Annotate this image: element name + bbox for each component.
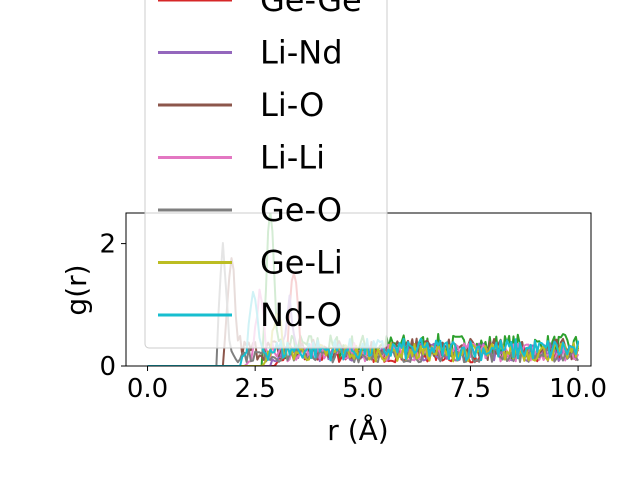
y-axis: 02 [99, 230, 126, 382]
x-axis-label: r (Å) [327, 413, 388, 447]
legend-label: Ge-Li [260, 244, 343, 282]
y-axis-label: g(r) [60, 264, 93, 315]
x-tick-label: 0.0 [127, 374, 168, 404]
x-tick-label: 10.0 [549, 374, 607, 404]
y-tick-label: 2 [99, 230, 116, 260]
series-line-li-li [147, 288, 580, 366]
x-tick-label: 7.5 [450, 374, 491, 404]
legend-label: Nd-O [260, 296, 342, 334]
legend-label: Li-O [260, 86, 324, 124]
x-tick-label: 5.0 [342, 374, 383, 404]
y-tick-label: 0 [99, 352, 116, 382]
legend-box [144, 0, 388, 349]
x-axis: 0.0 2.5 5.0 7.5 10.0 [127, 366, 607, 404]
x-tick-label: 2.5 [234, 374, 275, 404]
legend-label: Li-Nd [260, 34, 343, 72]
legend: Ge-Ge Li-Nd Li-O Li-Li Ge-O Ge-Li Nd-O [144, 0, 388, 349]
legend-label: Ge-Ge [260, 0, 362, 19]
legend-label: Li-Li [260, 139, 325, 177]
legend-label: Ge-O [260, 191, 342, 229]
